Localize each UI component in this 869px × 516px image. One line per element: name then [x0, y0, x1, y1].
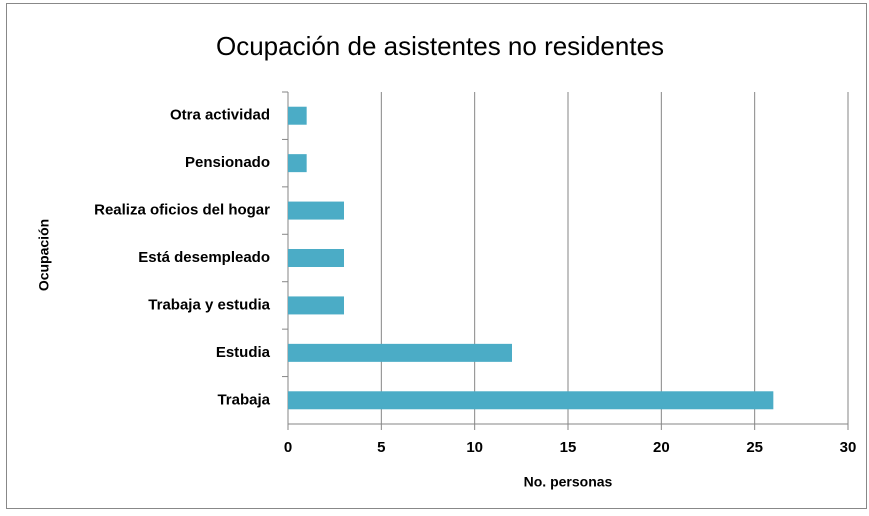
y-tick-label: Estudia	[216, 344, 271, 361]
bar	[288, 343, 512, 362]
y-axis-title: Ocupación	[36, 219, 52, 291]
bar	[288, 106, 307, 125]
y-tick-label: Trabaja y estudia	[148, 296, 270, 313]
y-tick-label: Pensionado	[185, 154, 270, 171]
y-tick-label: Realiza oficios del hogar	[94, 202, 270, 219]
x-tick-label: 30	[840, 439, 857, 456]
chart-frame	[6, 3, 867, 509]
x-tick-label: 20	[653, 439, 670, 456]
bar	[288, 154, 307, 173]
x-tick-label: 25	[746, 439, 763, 456]
bar	[288, 296, 344, 315]
x-tick-label: 5	[377, 439, 385, 456]
y-tick-label: Trabaja	[217, 391, 270, 408]
y-tick-label: Está desempleado	[138, 249, 270, 266]
x-tick-label: 15	[560, 439, 577, 456]
bar	[288, 391, 774, 410]
chart-title: Ocupación de asistentes no residentes	[216, 31, 664, 61]
bar	[288, 249, 344, 267]
x-axis-title: No. personas	[524, 474, 613, 490]
bar	[288, 201, 344, 220]
x-tick-label: 10	[466, 439, 483, 456]
y-tick-label: Otra actividad	[170, 107, 270, 124]
x-tick-label: 0	[284, 439, 292, 456]
